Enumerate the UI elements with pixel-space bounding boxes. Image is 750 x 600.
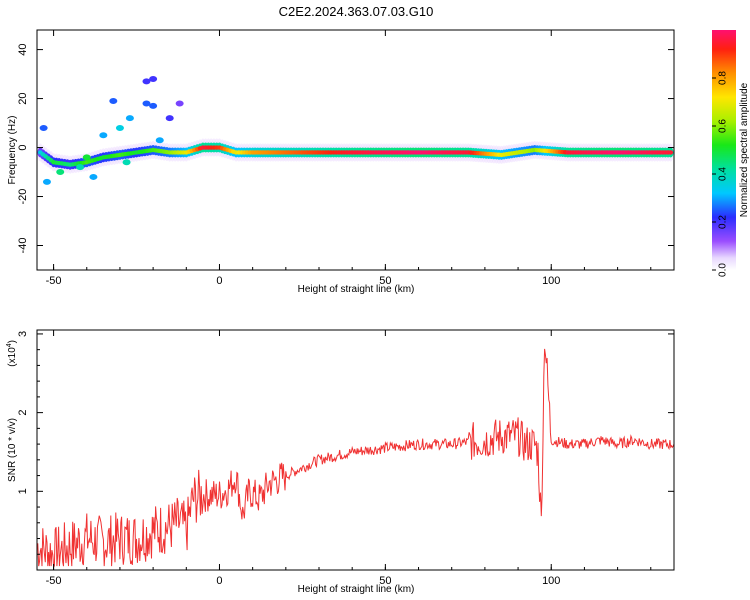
snr-exponent-power: 4 xyxy=(6,343,13,347)
spectrogram-blob xyxy=(56,169,65,176)
spectrogram-blob xyxy=(149,75,158,82)
snr-axes: -50 0 50 100 1 2 3 xyxy=(17,330,674,587)
spectrogram-blob xyxy=(115,124,124,131)
snr-frame xyxy=(36,329,675,571)
snr-ytick-label: 3 xyxy=(17,331,29,337)
spectrogram-blob xyxy=(125,115,134,122)
spectrogram-blob xyxy=(142,78,151,85)
spectrogram-blob xyxy=(82,154,91,161)
colorbar-tick-label: 0.8 xyxy=(718,71,729,85)
spectrogram-ytick-label: 0 xyxy=(17,144,29,150)
snr-ytick-label: 1 xyxy=(17,488,29,494)
spectrogram-blob xyxy=(99,132,108,139)
spectrogram-blob xyxy=(165,115,174,122)
spectrogram-blob xyxy=(122,159,131,166)
snr-series-line xyxy=(37,348,674,567)
spectrogram-xlabel: Height of straight line (km) xyxy=(298,284,415,295)
snr-xtick-label: 50 xyxy=(379,575,391,587)
snr-xtick-label: 0 xyxy=(216,575,222,587)
spectrogram-blob xyxy=(109,98,118,105)
spectrogram-plot-area xyxy=(37,75,674,185)
colorbar-gradient xyxy=(712,30,736,270)
colorbar-label: Normalized spectral amplitude xyxy=(739,82,750,217)
snr-exponent-base: (x10 xyxy=(7,347,18,367)
spectrogram-blob xyxy=(175,100,184,107)
spectrogram-ytick-label: -40 xyxy=(17,238,29,254)
spectrogram-panel: -50 0 50 100 -40 -20 0 20 40 Height of straight … xyxy=(7,29,675,295)
snr-ylabel: SNR (10 * v/v) xyxy=(7,418,18,482)
colorbar-tick-label: 0.0 xyxy=(718,263,729,277)
spectrogram-blob xyxy=(76,164,85,171)
snr-ytick-label: 2 xyxy=(17,410,29,416)
spectrogram-ytick-label: -20 xyxy=(17,189,29,205)
snr-plot-area xyxy=(37,348,674,567)
snr-exponent-close: ) xyxy=(7,340,18,343)
spectrogram-blob xyxy=(142,100,151,107)
spectrogram-xtick-label: -50 xyxy=(46,275,62,287)
spectrogram-xtick-label: 50 xyxy=(379,275,391,287)
colorbar-ticks: 0.0 0.2 0.4 0.6 0.8 xyxy=(712,71,729,277)
spectrogram-blob xyxy=(155,137,164,144)
spectrogram-blob xyxy=(42,178,51,185)
spectrogram-axes: -50 0 50 100 -40 -20 0 20 40 xyxy=(17,30,674,287)
spectrogram-blob xyxy=(89,173,98,180)
colorbar-tick-label: 0.2 xyxy=(718,215,729,229)
spectrogram-frame xyxy=(36,29,675,271)
spectrogram-xtick-label: 0 xyxy=(216,275,222,287)
spectrogram-ytick-label: 40 xyxy=(17,43,29,55)
ridge-core-mark xyxy=(668,150,674,155)
spectrogram-ytick-label: 20 xyxy=(17,92,29,104)
spectrogram-ylabel: Frequency (Hz) xyxy=(7,116,18,185)
snr-panel: -50 0 50 100 1 2 3 Height of straight line (km… xyxy=(6,329,675,595)
colorbar-tick-label: 0.6 xyxy=(718,119,729,133)
spectrogram-blob xyxy=(149,102,158,109)
spectrogram-xtick-label: 100 xyxy=(542,275,560,287)
colorbar: 0.0 0.2 0.4 0.6 0.8 Normalized spectral ampl… xyxy=(712,30,750,277)
figure-title: C2E2.2024.363.07.03.G10 xyxy=(279,4,434,19)
snr-exponent-label: (x104) xyxy=(6,340,18,367)
spectrogram-blob xyxy=(39,124,48,131)
colorbar-tick-label: 0.4 xyxy=(718,167,729,181)
snr-xtick-label: 100 xyxy=(542,575,560,587)
snr-xtick-label: -50 xyxy=(46,575,62,587)
snr-xlabel: Height of straight line (km) xyxy=(298,584,415,595)
